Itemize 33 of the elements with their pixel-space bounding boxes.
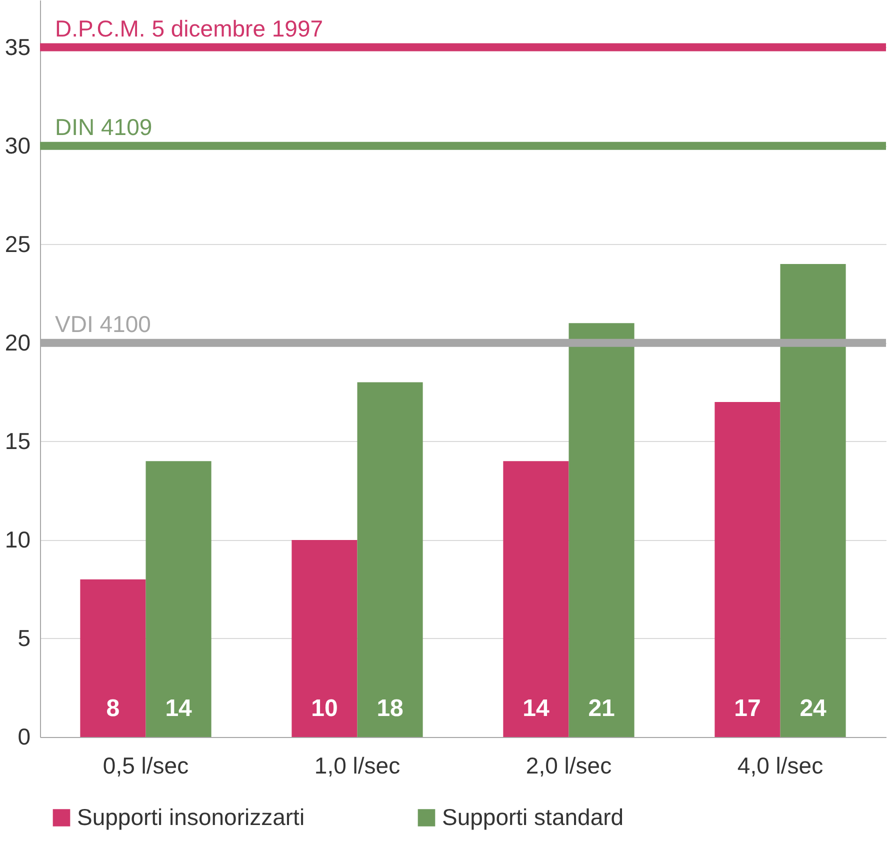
data-label: 21 <box>588 695 615 722</box>
y-tick-label: 20 <box>4 329 30 356</box>
legend-label: Supporti insonorizzarti <box>77 804 305 830</box>
y-tick-label: 30 <box>4 132 30 158</box>
y-tick-label: 35 <box>4 34 30 60</box>
bar <box>503 461 569 737</box>
data-label: 18 <box>376 695 404 722</box>
bar <box>357 382 423 737</box>
data-label: 14 <box>522 695 550 722</box>
y-tick-label: 15 <box>4 428 30 454</box>
bar <box>80 579 146 737</box>
y-tick-label: 5 <box>18 624 30 651</box>
data-label: 14 <box>165 695 193 722</box>
x-tick-label: 2,0 l/sec <box>526 752 612 778</box>
bar <box>146 461 212 737</box>
bar <box>292 540 358 737</box>
ref-line-label: D.P.C.M. 5 dicembre 1997 <box>55 15 324 42</box>
ref-line-label: DIN 4109 <box>55 114 152 140</box>
data-label: 17 <box>734 695 761 722</box>
data-label: 8 <box>106 695 120 722</box>
data-label: 24 <box>800 695 828 722</box>
x-tick-label: 1,0 l/sec <box>314 752 400 778</box>
bar <box>780 264 846 737</box>
ref-line-label: VDI 4100 <box>55 310 151 337</box>
legend-label: Supporti standard <box>442 804 624 830</box>
y-tick-label: 25 <box>4 230 30 257</box>
data-label: 10 <box>311 695 338 722</box>
y-tick-label: 0 <box>18 724 30 750</box>
bar <box>568 323 634 737</box>
x-tick-label: 4,0 l/sec <box>737 752 824 778</box>
y-tick-label: 10 <box>4 526 30 552</box>
bar <box>714 402 780 737</box>
x-tick-label: 0,5 l/sec <box>102 752 189 778</box>
